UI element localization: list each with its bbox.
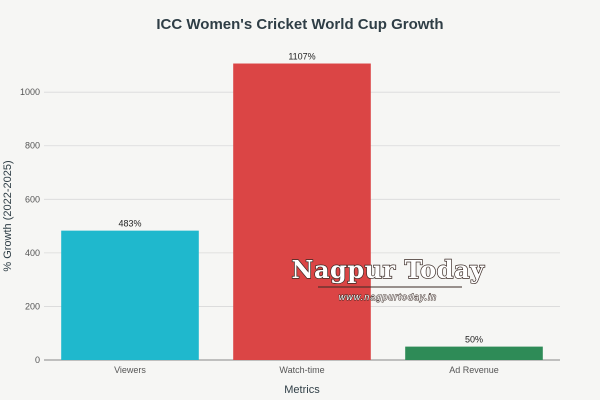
bar-watch-time [233,63,371,361]
y-tick-label: 1000 [20,87,40,97]
y-tick-label: 200 [25,301,40,311]
chart-title: ICC Women's Cricket World Cup Growth [156,16,443,33]
x-axis-title: Metrics [284,384,320,396]
bar-value-label: 1107% [288,52,315,62]
x-tick-label: Viewers [114,365,146,375]
bar-ad-revenue [405,346,543,360]
y-axis-title: % Growth (2022-2025) [2,160,14,271]
x-tick-label: Ad Revenue [449,365,499,375]
nagpur-today-watermark: Nagpur Today www.nagpurtoday.in [291,254,485,302]
bar-value-label: 483% [118,219,141,229]
watermark-brand: Nagpur Today [292,255,485,284]
y-axis-ticks: 0 200 400 600 800 1000 [20,87,40,365]
y-tick-label: 400 [25,248,40,258]
bars [61,63,543,361]
watermark-url: www.nagpurtoday.in [339,292,437,302]
y-tick-label: 600 [25,194,40,204]
y-tick-label: 800 [25,141,40,151]
x-tick-label: Watch-time [279,365,324,375]
data-labels: 483% 1107% 50% [118,52,483,345]
bar-viewers [61,230,199,360]
bar-value-label: 50% [465,335,483,345]
y-tick-label: 0 [35,355,40,365]
x-axis-ticks: Viewers Watch-time Ad Revenue [114,365,499,375]
